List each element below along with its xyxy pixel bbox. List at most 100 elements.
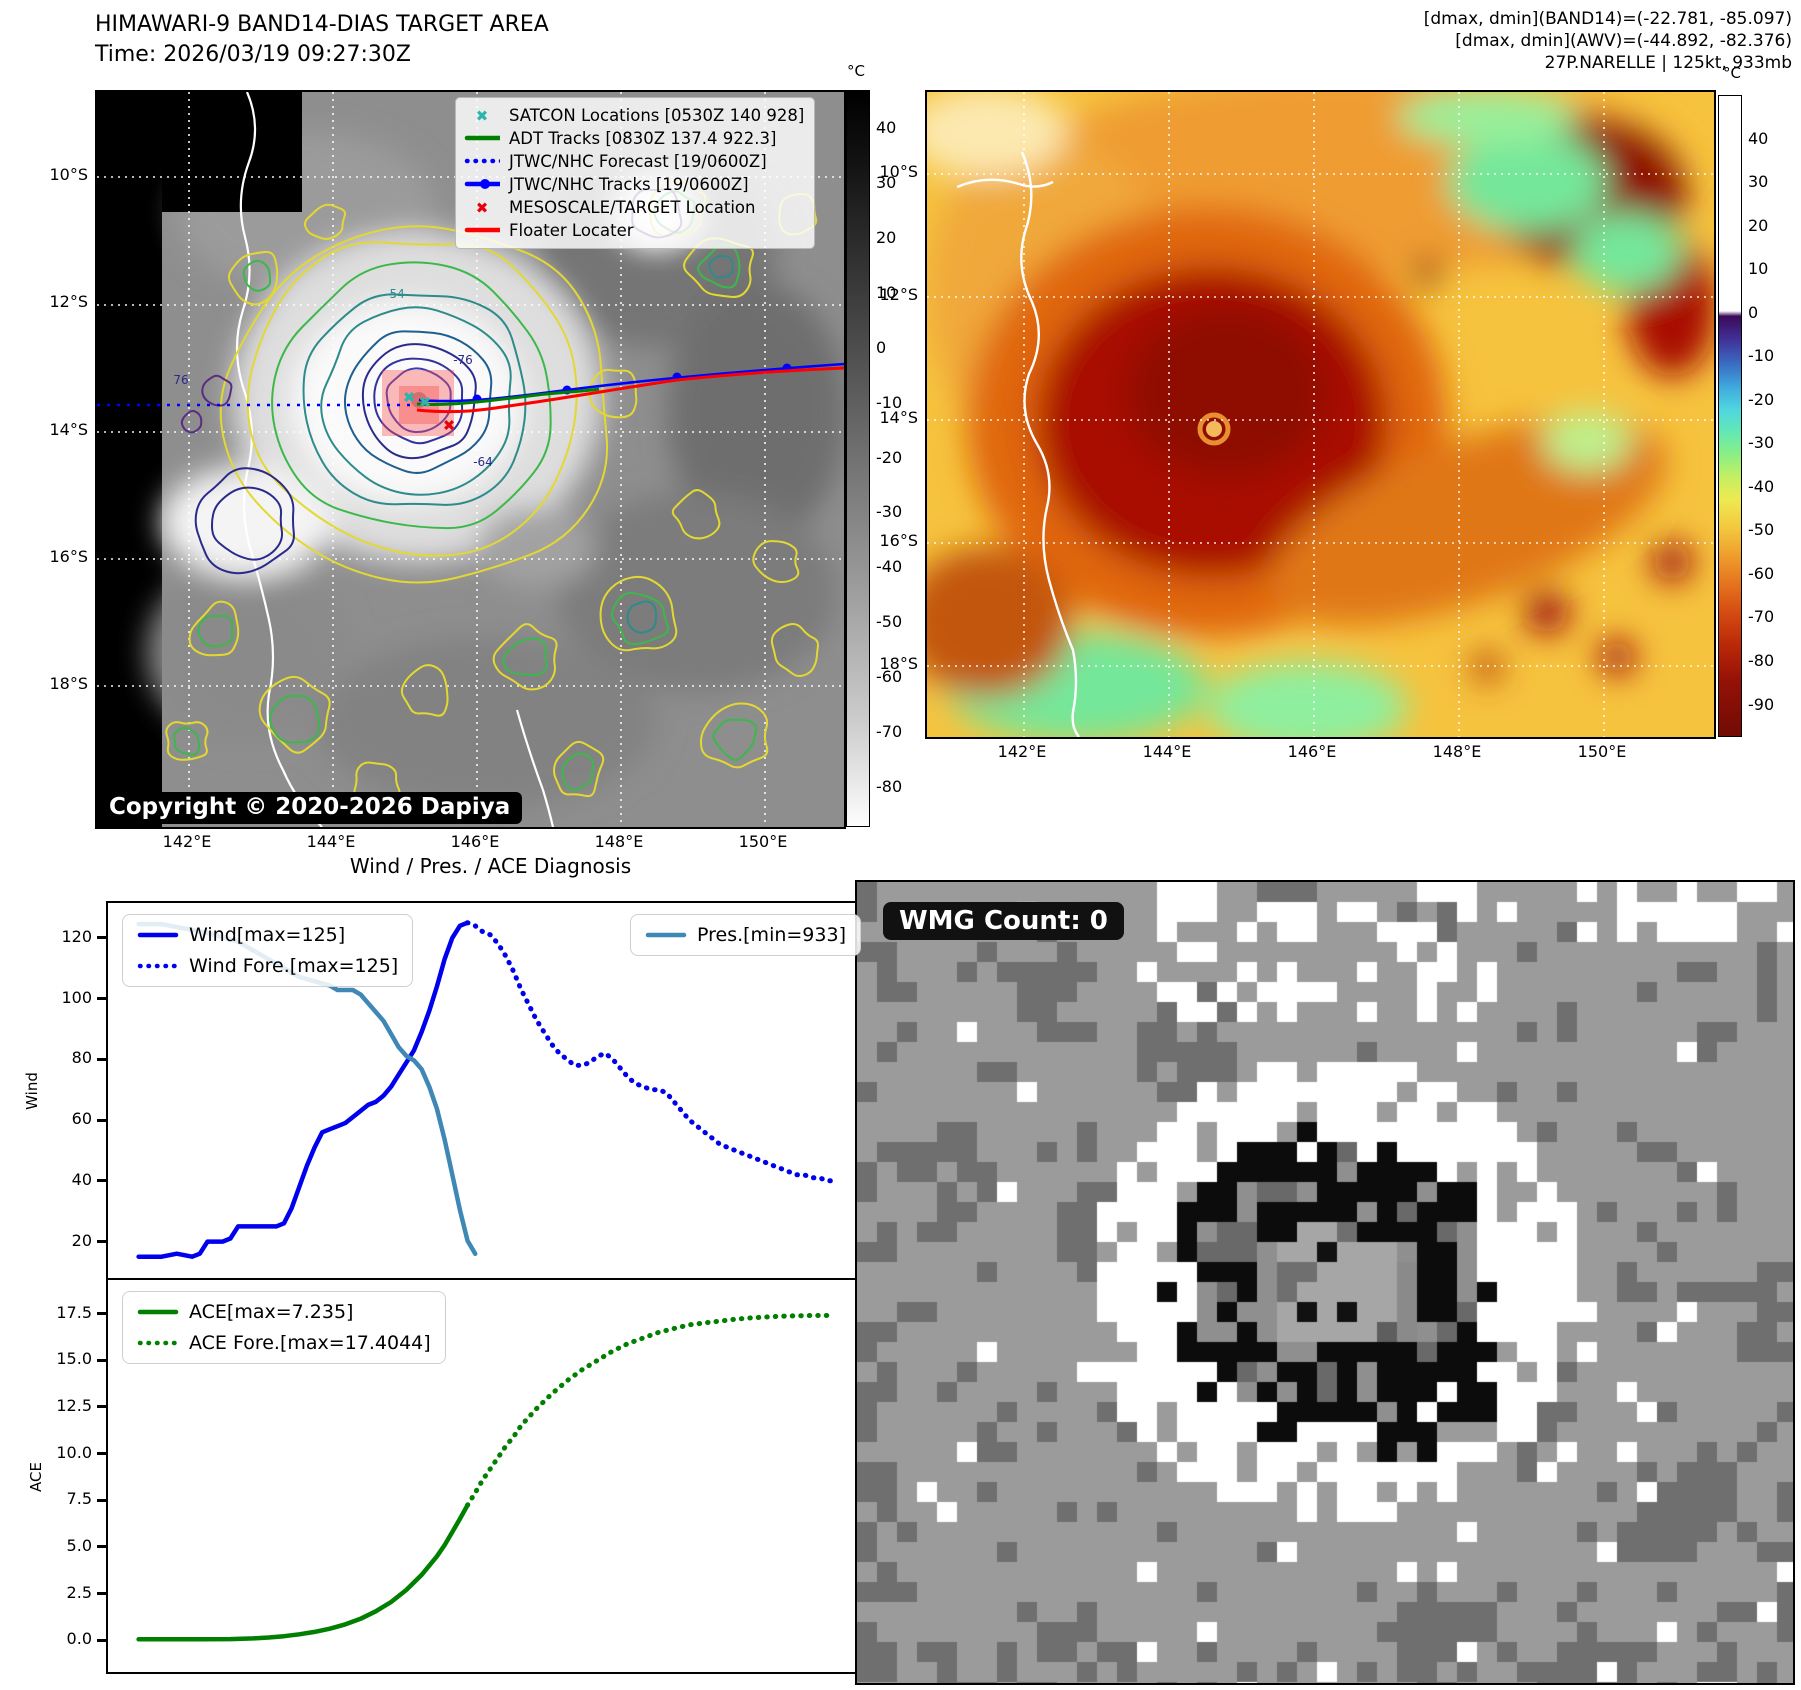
y-tick-label: 120 [61,926,92,946]
y-tick-label: 100 [61,987,92,1007]
wmg-count-badge: WMG Count: 0 [883,902,1124,940]
y-tick-label: 60 [71,1109,92,1129]
coastline [1020,151,1080,737]
map-legend-label: SATCON Locations [0530Z 140 928] [509,106,805,125]
legend-item: Pres.[min=933] [645,924,846,946]
legend-label: Wind[max=125] [189,924,346,946]
line-swatch [137,932,179,938]
tick-mark [97,1118,106,1122]
line-swatch [464,135,506,141]
tick-mark [97,1312,106,1316]
y-tick-label: 7.5 [66,1489,92,1509]
line-icon [464,221,506,240]
x-tick-label: 146°E [1287,742,1337,761]
map-legend-label: JTWC/NHC Forecast [19/0600Z] [509,152,767,171]
tick-mark [97,1405,106,1409]
x-tick-label: 148°E [594,832,644,851]
adt-track [416,387,600,407]
wind-fore-max-125-line [465,920,838,1184]
x-marker-icon: ✖ [475,106,489,125]
band14-satellite-map: ✖✖✖-54-76-647631 ✖SATCON Locations [0530… [95,90,846,829]
y-tick-label: 16°S [49,546,88,566]
y-tick-label: 10°S [49,165,88,184]
line-swatch [464,227,506,233]
x-marker-icon: ✖ [475,198,489,217]
y-tick-label: 14°S [49,419,88,439]
dotted-line-swatch [137,963,179,969]
contour-label: -54 [385,287,405,301]
map-legend-label: JTWC/NHC Tracks [19/0600Z] [509,175,749,194]
colorbar-tick-label: 20 [876,228,897,248]
dmax-dmin-band14: [dmax, dmin](BAND14)=(-22.781, -85.097) [1423,9,1792,29]
line-swatch [464,179,506,189]
y-tick-label: 17.5 [56,1302,92,1322]
wind-pressure-chart: Wind[max=125] Wind Fore.[max=125] Pres.[m… [61,901,930,1280]
y-tick-label: 2.5 [66,1582,92,1602]
ace-legend: ACE[max=7.235] ACE Fore.[max=17.4044] [122,1291,446,1364]
ace-max-7-235-line [136,1502,470,1642]
colorbar-tick-label: 30 [876,173,897,193]
coastline [235,92,323,827]
legend-label: ACE Fore.[max=17.4044] [189,1332,431,1354]
legend-item: Wind[max=125] [137,924,398,946]
colorbar-unit-left: °C [847,62,865,80]
legend-label: ACE[max=7.235] [189,1301,354,1323]
colorbar-tick-label: -30 [1748,433,1775,453]
wmg-imagery [857,882,1793,1683]
map-legend-item: ✖ MESOSCALE/TARGET Location [464,196,804,219]
wmg-pixel-map: WMG Count: 0 [855,880,1795,1685]
enhanced-ir-satellite-map [925,90,1716,739]
tick-mark [97,936,106,940]
ace-plot [136,1313,830,1642]
y-tick-label: 18°S [879,654,918,673]
colorbar-tick-label: -10 [1748,346,1775,366]
temperature-colorbar-left [846,90,870,827]
enhanced-ir-imagery [927,92,1714,737]
storm-id-intensity: 27P.NARELLE | 125kt, 933mb [1544,53,1792,73]
map-legend-item: Floater Locater [464,219,804,242]
contour-label: 76 [173,373,188,387]
y-tick-label: 80 [71,1048,92,1068]
wind-legend: Wind[max=125] Wind Fore.[max=125] [122,914,414,987]
wind-axis-label: Wind [23,1072,41,1110]
mesoscale-marker-icon: ✖ [443,417,456,435]
legend-item: ACE[max=7.235] [137,1301,431,1323]
tick-mark [97,1179,106,1183]
colorbar-tick-label: -90 [1748,694,1775,714]
pressure-legend: Pres.[min=933] [630,914,861,956]
x-tick-label: 142°E [997,742,1047,761]
y-tick-label: 14°S [879,408,918,427]
y-tick-label: 5.0 [66,1535,92,1555]
colorbar-tick-label: 0 [1748,302,1759,322]
tick-mark [97,1638,106,1642]
tick-mark [97,1452,106,1456]
map-legend-item: ADT Tracks [0830Z 137.4 922.3] [464,127,804,150]
tick-mark [97,1592,106,1596]
colorbar-tick-label: -70 [1748,607,1775,627]
y-tick-label: 20 [71,1230,92,1250]
colorbar-tick-label: -70 [876,721,903,741]
y-tick-label: 0.0 [66,1629,92,1649]
colorbar-tick-label: -20 [1748,389,1775,409]
colorbar-tick-label: 20 [1748,215,1769,235]
dotted-line-swatch [137,1340,179,1346]
colorbar-unit-right: °C [1723,64,1741,82]
tick-mark [97,997,106,1001]
y-tick-label: 40 [71,1169,92,1189]
colorbar-tick-label: -20 [876,447,903,467]
legend-item: Wind Fore.[max=125] [137,955,398,977]
contour-label: -76 [453,353,473,367]
chart-title: Wind / Pres. / ACE Diagnosis [349,854,632,878]
tick-mark [97,1498,106,1502]
colorbar-tick-label: -40 [876,557,903,577]
map-legend-label: ADT Tracks [0830Z 137.4 922.3] [509,129,777,148]
colorbar-tick-label: -80 [876,776,903,796]
tick-mark [97,1358,106,1362]
storm-eye [1197,412,1231,446]
header-info: [dmax, dmin](BAND14)=(-22.781, -85.097) … [1424,8,1792,74]
colorbar-tick-label: -40 [1748,476,1775,496]
page-title: HIMAWARI-9 BAND14-DIAS TARGET AREA [95,12,549,37]
colorbar-tick-label: -60 [876,666,903,686]
dotted-line-swatch [464,158,506,164]
